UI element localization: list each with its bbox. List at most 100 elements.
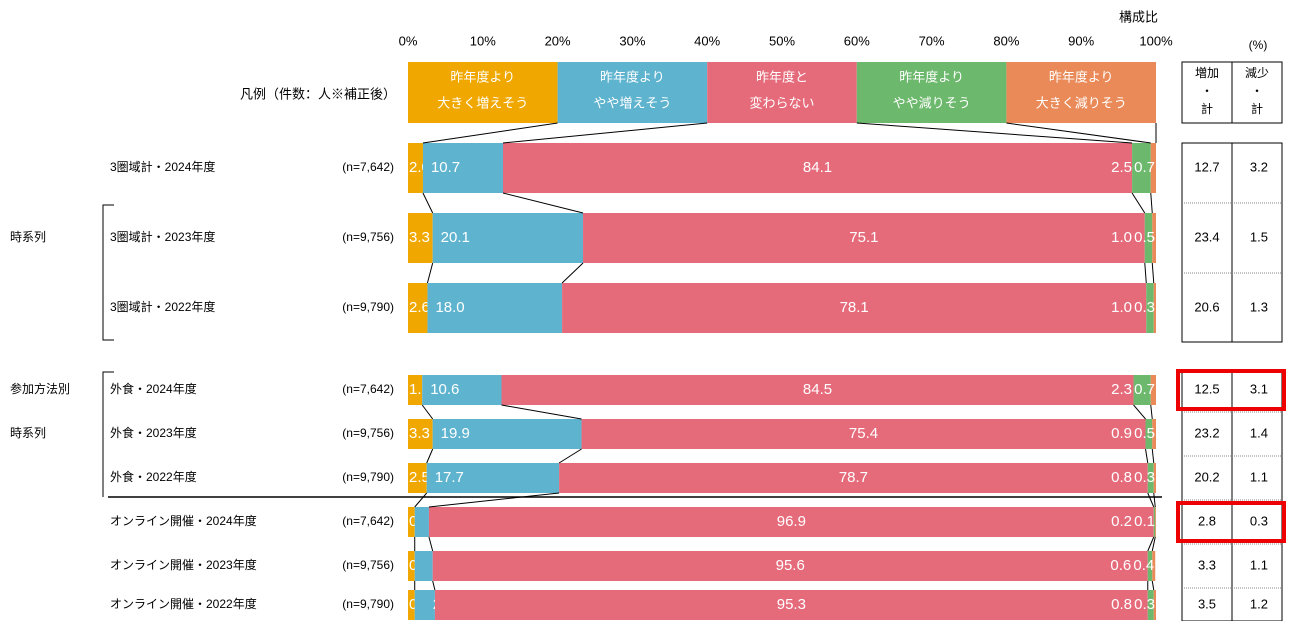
increase-total: 20.6 <box>1194 299 1219 314</box>
increase-total: 23.4 <box>1194 229 1219 244</box>
legend-label: 昨年度と <box>756 69 808 84</box>
x-tick-label: 0% <box>399 33 418 48</box>
increase-total: 20.2 <box>1194 469 1219 484</box>
bar-segment <box>428 507 1154 537</box>
n-label: (n=9,756) <box>342 426 394 440</box>
n-label: (n=9,756) <box>342 230 394 244</box>
value-label: 0.8 <box>1111 596 1132 613</box>
legend-label: 昨年度より <box>1049 69 1114 84</box>
x-tick-label: 50% <box>769 33 795 48</box>
x-tick-label: 80% <box>993 33 1019 48</box>
value-label: 75.4 <box>849 425 878 442</box>
bar-segment <box>1147 590 1154 620</box>
legend-swatch <box>408 62 558 123</box>
connector <box>856 122 1133 144</box>
bar-segment <box>414 551 433 581</box>
bar-segment <box>1153 463 1156 493</box>
value-label: 0.2 <box>1111 513 1132 530</box>
bar-segment <box>1152 213 1156 263</box>
decrease-total: 1.4 <box>1250 425 1268 440</box>
bar-segment <box>414 590 435 620</box>
value-label: 10.7 <box>431 159 460 176</box>
bar-segment <box>408 375 423 405</box>
x-tick-label: 20% <box>545 33 571 48</box>
value-label: 84.1 <box>803 159 832 176</box>
connector <box>1151 536 1156 552</box>
legend-label: 大きく増えそう <box>437 95 528 110</box>
bar-segment <box>434 590 1148 620</box>
value-label: 2.5 <box>1111 159 1132 176</box>
legend-label: 大きく減りそう <box>1036 95 1127 110</box>
bar-segment <box>408 419 433 449</box>
legend-label: 昨年度より <box>600 69 665 84</box>
connector <box>1131 192 1146 214</box>
bar-segment <box>559 463 1148 493</box>
increase-total: 3.5 <box>1198 596 1216 611</box>
table-header-label: 計 <box>1251 101 1263 116</box>
legend-swatch <box>856 62 1007 123</box>
bar-segment <box>432 419 582 449</box>
value-label: 0.7 <box>1134 159 1155 176</box>
connector <box>1150 404 1153 420</box>
legend-label: 変わらない <box>749 95 814 110</box>
bar-segment <box>501 375 1134 405</box>
bar-segment <box>581 419 1146 449</box>
bar-segment <box>1153 283 1156 333</box>
bar-segment <box>1150 143 1156 193</box>
legend-label: 昨年度より <box>899 69 964 84</box>
value-label: 0.4 <box>1133 557 1154 574</box>
value-label: 20.1 <box>441 229 470 246</box>
x-tick-label: 100% <box>1139 33 1173 48</box>
legend-swatch <box>557 62 708 123</box>
bar-segment <box>408 283 428 333</box>
connector <box>422 122 558 144</box>
decrease-total: 3.2 <box>1250 159 1268 174</box>
value-label: 0.1 <box>1134 513 1155 530</box>
bracket <box>102 371 114 497</box>
connector <box>1145 448 1149 464</box>
bar-segment <box>408 507 415 537</box>
increase-total: 2.8 <box>1198 513 1216 528</box>
bar-segment <box>1145 419 1153 449</box>
bar-segment <box>502 143 1133 193</box>
n-label: (n=9,790) <box>342 470 394 484</box>
connector <box>1147 492 1155 508</box>
value-label: 10.6 <box>430 381 459 398</box>
decrease-total: 1.1 <box>1250 557 1268 572</box>
connector <box>1150 192 1153 214</box>
bar-segment <box>422 143 503 193</box>
increase-total: 3.3 <box>1198 557 1216 572</box>
value-label: 0.6 <box>1110 557 1131 574</box>
connector <box>558 448 582 464</box>
bar-segment <box>427 283 563 333</box>
increase-total: 23.2 <box>1194 425 1219 440</box>
connector <box>421 404 434 420</box>
highlight-box <box>1176 369 1286 411</box>
increase-total: 12.5 <box>1194 381 1219 396</box>
bar-segment <box>426 463 560 493</box>
value-label: 75.1 <box>849 229 878 246</box>
row-label: 3圏域計・2024年度 <box>110 159 215 174</box>
table-header-label: 減少 <box>1245 65 1269 80</box>
value-label: 78.7 <box>839 469 868 486</box>
value-label: 0.9 <box>1111 425 1132 442</box>
table-header-label: ・ <box>1201 84 1213 98</box>
value-label: 3.3 <box>409 425 430 442</box>
row-label: 3圏域計・2022年度 <box>110 299 215 314</box>
connector <box>414 492 428 508</box>
row-label: 3圏域計・2023年度 <box>110 229 215 244</box>
value-label: 2.6 <box>409 299 430 316</box>
value-label: 17.7 <box>435 469 464 486</box>
row-label: 外食・2022年度 <box>110 469 197 484</box>
bar-segment <box>408 590 415 620</box>
n-label: (n=9,790) <box>342 300 394 314</box>
value-label: 1.0 <box>1111 299 1132 316</box>
unit-label: (%) <box>1249 38 1268 52</box>
bar-segment <box>1153 590 1156 620</box>
bar-segment <box>583 213 1145 263</box>
decrease-total: 1.2 <box>1250 596 1268 611</box>
bar-segment <box>1152 551 1156 581</box>
n-label: (n=7,642) <box>342 160 394 174</box>
legend-swatch <box>1006 62 1156 123</box>
bar-segment <box>1147 551 1153 581</box>
